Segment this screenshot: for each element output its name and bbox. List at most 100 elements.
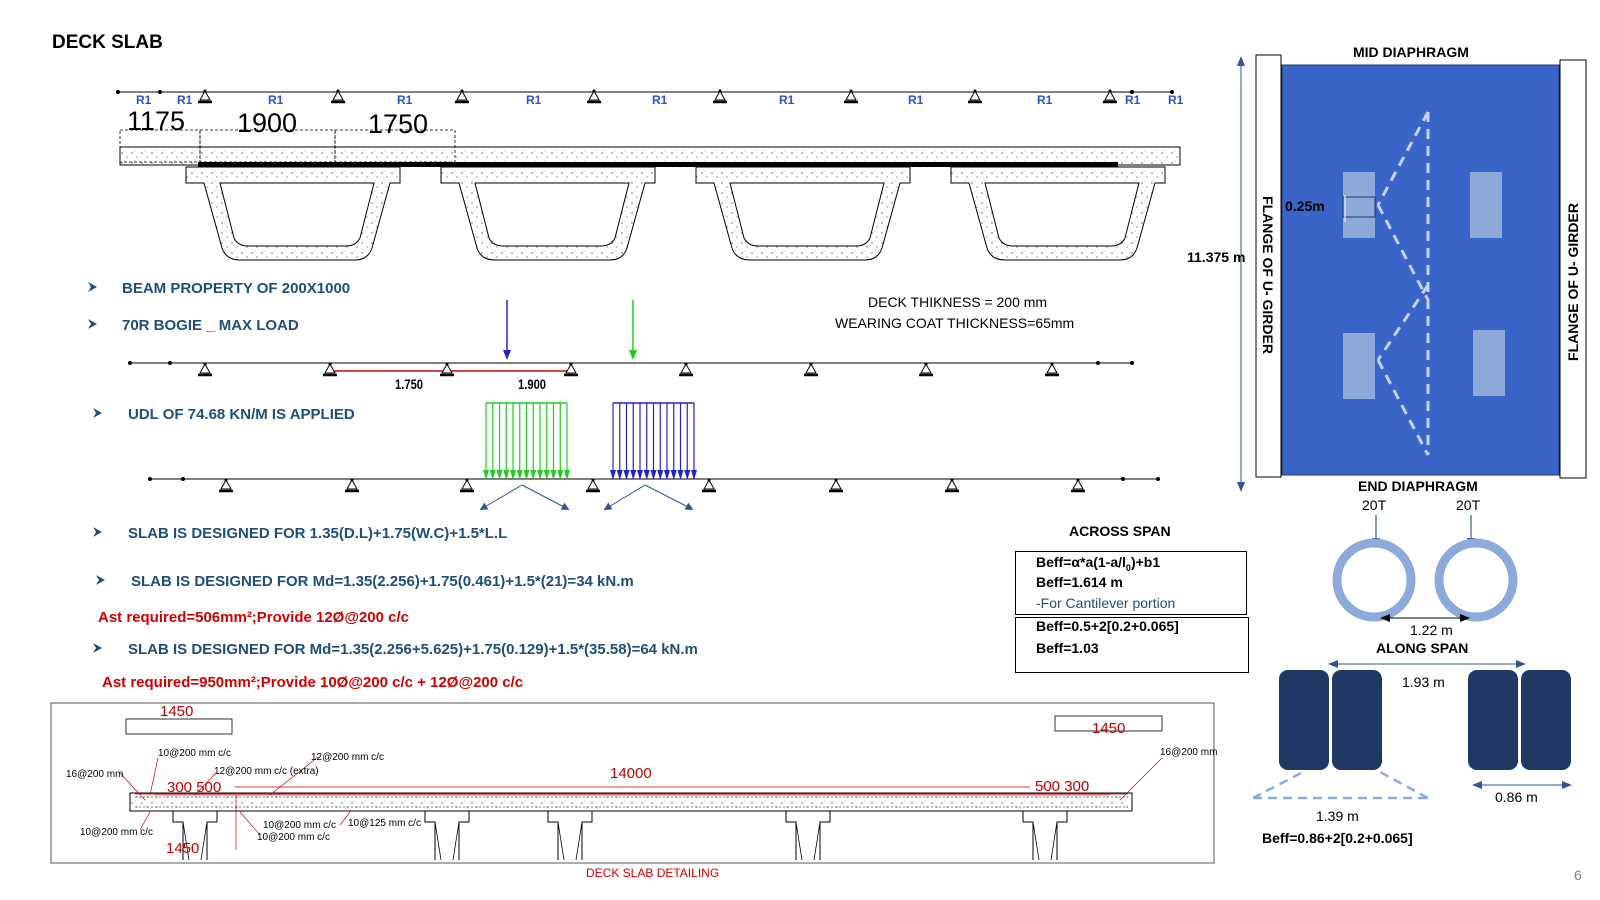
note-n2: 12@200 mm c/c bbox=[311, 752, 384, 763]
slab-black-strip bbox=[198, 162, 1118, 167]
support-icon bbox=[455, 89, 469, 104]
note-n4: 16@200 mm bbox=[66, 769, 124, 780]
wheel-block bbox=[1332, 670, 1382, 770]
dim-025: 0.25m bbox=[1285, 198, 1325, 214]
support-icon bbox=[829, 478, 843, 493]
note-n9: 10@125 mm c/c bbox=[348, 818, 421, 829]
udl-arrow bbox=[516, 403, 523, 480]
wheel-patch bbox=[1473, 330, 1505, 396]
note-n7: 10@200 mm c/c bbox=[263, 820, 336, 831]
detail-stem bbox=[547, 811, 593, 861]
udl-arrow bbox=[610, 403, 616, 480]
support-icon bbox=[919, 362, 933, 377]
support-icon bbox=[844, 89, 858, 104]
udl-arrow bbox=[503, 403, 510, 480]
support-label-r1: R1 bbox=[1168, 93, 1184, 107]
udl-arrow bbox=[637, 403, 643, 480]
support-icon bbox=[331, 89, 345, 104]
wheel-block bbox=[1468, 670, 1518, 770]
support-icon bbox=[1071, 478, 1085, 493]
mid-diaphragm-label: MID DIAPHRAGM bbox=[1353, 44, 1469, 60]
flange-right-rect bbox=[1559, 59, 1587, 479]
dim-086: 0.86 m bbox=[1495, 789, 1538, 805]
along-span-label: ALONG SPAN bbox=[1376, 640, 1469, 656]
detail-stem bbox=[785, 811, 831, 861]
detail-1450-b: 1450 bbox=[1092, 720, 1126, 737]
load-20t-a: 20T bbox=[1362, 497, 1387, 513]
bullet-udl: UDL OF 74.68 KN/M IS APPLIED bbox=[128, 406, 355, 423]
beff-bottom: Beff=0.86+2[0.2+0.065] bbox=[1262, 830, 1413, 846]
udl-arrow bbox=[543, 403, 550, 480]
detailing-frame bbox=[50, 702, 1215, 864]
bullet-md-34: SLAB IS DESIGNED FOR Md=1.35(2.256)+1.75… bbox=[131, 573, 634, 590]
dim-139: 1.39 m bbox=[1316, 808, 1359, 824]
support-label-r1: R1 bbox=[177, 93, 193, 107]
page-title: DECK SLAB bbox=[52, 32, 163, 53]
u-girder bbox=[695, 166, 911, 261]
beff-103: Beff=1.03 bbox=[1036, 640, 1099, 656]
bullet-beam-property: BEAM PROPERTY OF 200X1000 bbox=[122, 280, 351, 297]
support-label-r1: R1 bbox=[908, 93, 924, 107]
detail-300-500: 300 500 bbox=[167, 779, 222, 796]
support-label-r1: R1 bbox=[779, 93, 795, 107]
deck-thickness: DECK THIKNESS = 200 mm bbox=[868, 294, 1048, 310]
support-icon bbox=[1045, 362, 1059, 377]
note-n6: 10@200 mm c/c bbox=[80, 827, 153, 838]
udl-arrow bbox=[523, 403, 530, 480]
dim-1175: 1175 bbox=[127, 106, 186, 136]
wheel-patch bbox=[1343, 172, 1375, 238]
top-supports bbox=[198, 89, 1117, 104]
support-label-r1: R1 bbox=[526, 93, 542, 107]
support-label-r1: R1 bbox=[268, 93, 284, 107]
support-icon bbox=[345, 478, 359, 493]
ast-line-1: Ast required=506mm²;Provide 12Ø@200 c/c bbox=[98, 609, 410, 626]
bogie-supports bbox=[128, 361, 1134, 377]
beff-1614: Beff=1.614 m bbox=[1036, 574, 1123, 590]
udl-arrow bbox=[630, 403, 637, 480]
u-girder bbox=[950, 166, 1166, 261]
support-icon bbox=[1103, 89, 1117, 104]
bullet-md-64: SLAB IS DESIGNED FOR Md=1.35(2.256+5.625… bbox=[128, 641, 698, 658]
bullet-chevrons bbox=[88, 282, 105, 653]
udl-arrow bbox=[650, 403, 657, 480]
udl-arrow bbox=[550, 403, 557, 480]
end-diaphragm-label: END DIAPHRAGM bbox=[1358, 478, 1478, 494]
support-label-r1: R1 bbox=[397, 93, 413, 107]
udl-arrow bbox=[537, 403, 543, 480]
u-girder bbox=[185, 166, 401, 261]
cantilever-note: -For Cantilever portion bbox=[1036, 595, 1176, 611]
support-icon bbox=[968, 89, 982, 104]
support-icon bbox=[702, 478, 716, 493]
detail-1450-a: 1450 bbox=[160, 703, 194, 720]
wheel-patch bbox=[1470, 172, 1502, 238]
note-n8: 10@200 mm c/c bbox=[257, 832, 330, 843]
udl-arrow bbox=[623, 403, 630, 480]
beff-cantilever: Beff=0.5+2[0.2+0.065] bbox=[1036, 618, 1179, 634]
support-icon bbox=[804, 362, 818, 377]
support-label-r1: R1 bbox=[136, 93, 152, 107]
udl-arrow bbox=[483, 403, 489, 480]
dim-193: 1.93 m bbox=[1402, 674, 1445, 690]
ast-line-2: Ast required=950mm²;Provide 10Ø@200 c/c … bbox=[102, 674, 524, 691]
udl-arrow bbox=[489, 403, 496, 480]
support-label-r1: R1 bbox=[652, 93, 668, 107]
udl-blue-load bbox=[610, 402, 697, 480]
across-span-box-2: Beff=0.5+2[0.2+0.065] Beff=1.03 bbox=[1015, 617, 1249, 673]
bogie-dim-1750: 1.750 bbox=[395, 376, 424, 392]
udl-arrow bbox=[643, 403, 650, 480]
support-icon bbox=[679, 362, 693, 377]
udl-arrow bbox=[657, 403, 664, 480]
flange-left-label: FLANGE OF U- GIRDER bbox=[1260, 196, 1276, 354]
detail-14000: 14000 bbox=[610, 765, 652, 782]
note-n5: 16@200 mm bbox=[1160, 747, 1218, 758]
dispersion-lines bbox=[1376, 111, 1430, 456]
udl-green-load bbox=[483, 402, 570, 480]
bullet-design-combo: SLAB IS DESIGNED FOR 1.35(D.L)+1.75(W.C)… bbox=[128, 525, 508, 542]
note-n1: 10@200 mm c/c bbox=[158, 748, 231, 759]
page-number: 6 bbox=[1574, 867, 1582, 883]
detail-girder-stems bbox=[172, 811, 1068, 861]
udl-supports bbox=[148, 477, 1160, 493]
udl-arrow bbox=[664, 403, 670, 480]
wheel-ring bbox=[1434, 538, 1518, 622]
support-icon bbox=[219, 478, 233, 493]
